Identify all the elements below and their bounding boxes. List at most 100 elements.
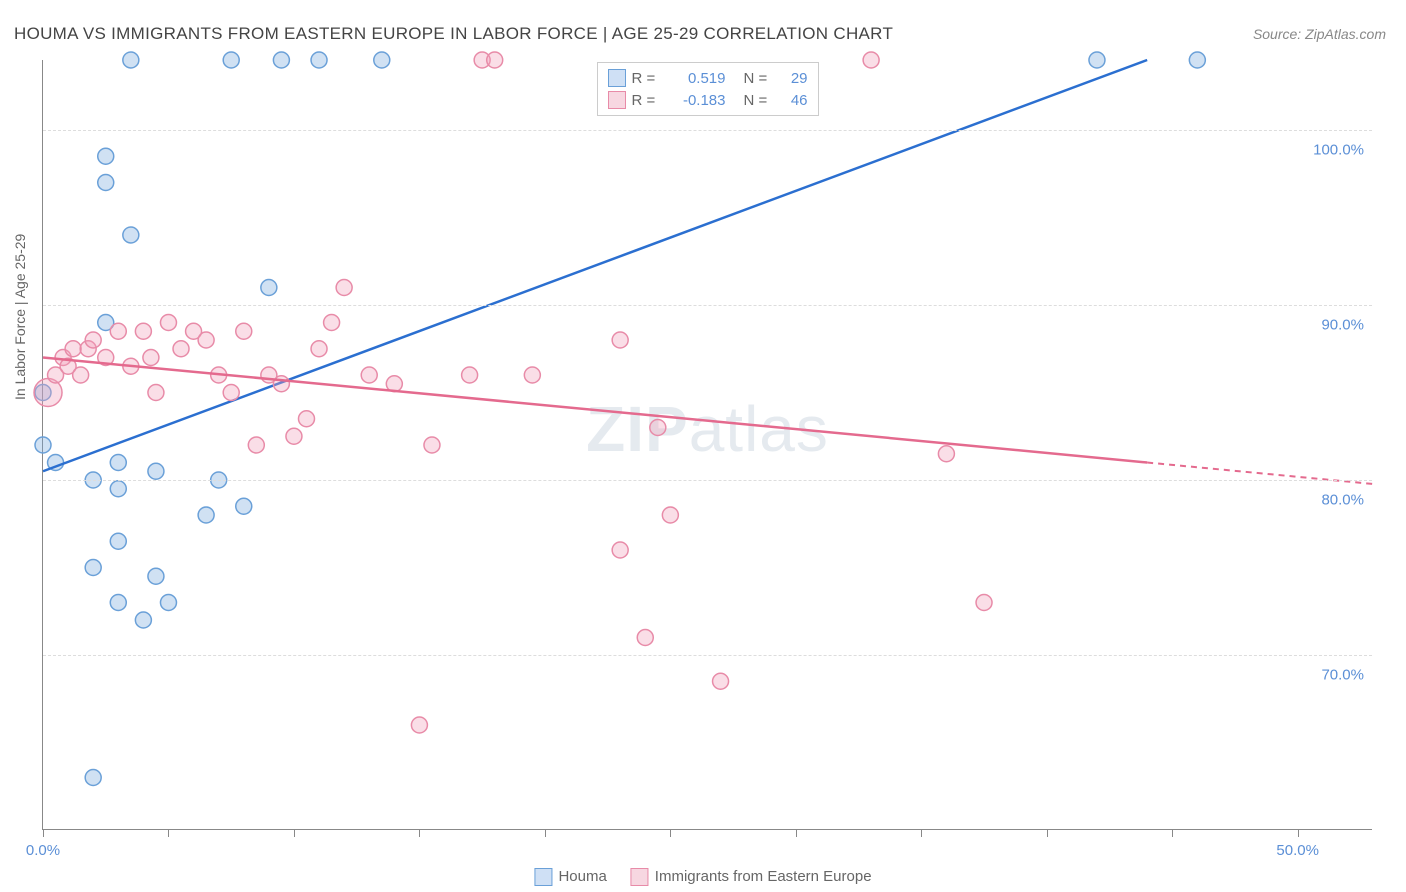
scatter-point — [1189, 52, 1205, 68]
scatter-point — [650, 420, 666, 436]
chart-container: HOUMA VS IMMIGRANTS FROM EASTERN EUROPE … — [0, 0, 1406, 892]
gridline-h — [43, 480, 1372, 481]
scatter-point — [73, 367, 89, 383]
legend-series: Houma Immigrants from Eastern Europe — [534, 868, 871, 886]
scatter-point — [976, 595, 992, 611]
legend-r-value: -0.183 — [666, 92, 726, 109]
scatter-point — [462, 367, 478, 383]
scatter-point — [374, 52, 390, 68]
scatter-point — [148, 385, 164, 401]
scatter-point — [85, 560, 101, 576]
scatter-point — [286, 428, 302, 444]
plot-area: ZIPatlas R =0.519N =29R =-0.183N =46 70.… — [42, 60, 1372, 830]
legend-label: Immigrants from Eastern Europe — [655, 868, 872, 885]
x-tick — [921, 829, 922, 837]
scatter-point — [85, 332, 101, 348]
scatter-point — [236, 498, 252, 514]
legend-swatch — [534, 868, 552, 886]
scatter-point — [98, 148, 114, 164]
y-tick-label: 90.0% — [1321, 317, 1364, 334]
scatter-point — [35, 437, 51, 453]
scatter-point — [612, 542, 628, 558]
x-tick — [168, 829, 169, 837]
y-tick-label: 100.0% — [1313, 142, 1364, 159]
legend-item: Immigrants from Eastern Europe — [631, 868, 872, 886]
x-tick — [419, 829, 420, 837]
x-tick — [294, 829, 295, 837]
scatter-point — [298, 411, 314, 427]
x-tick — [1172, 829, 1173, 837]
scatter-point — [110, 595, 126, 611]
x-tick — [670, 829, 671, 837]
legend-swatch — [608, 91, 626, 109]
scatter-point — [524, 367, 540, 383]
legend-n-value: 29 — [778, 70, 808, 87]
x-tick-label: 0.0% — [26, 842, 60, 859]
legend-swatch — [631, 868, 649, 886]
legend-swatch — [608, 69, 626, 87]
scatter-point — [85, 770, 101, 786]
scatter-point — [637, 630, 653, 646]
scatter-point — [148, 568, 164, 584]
legend-r-value: 0.519 — [666, 70, 726, 87]
y-axis-label: In Labor Force | Age 25-29 — [12, 234, 28, 400]
scatter-point — [273, 52, 289, 68]
scatter-point — [311, 52, 327, 68]
scatter-point — [143, 350, 159, 366]
scatter-point — [65, 341, 81, 357]
scatter-point — [123, 52, 139, 68]
scatter-point — [173, 341, 189, 357]
scatter-point — [336, 280, 352, 296]
scatter-point — [135, 323, 151, 339]
scatter-point — [938, 446, 954, 462]
scatter-point — [273, 376, 289, 392]
scatter-point — [411, 717, 427, 733]
legend-correlation: R = 0.519 N = 29 R = -0.183 N = 46 — [597, 62, 819, 116]
scatter-point — [424, 437, 440, 453]
legend-row: R = -0.183 N = 46 — [608, 89, 808, 111]
x-tick — [43, 829, 44, 837]
scatter-point — [324, 315, 340, 331]
scatter-point — [223, 385, 239, 401]
scatter-point — [110, 533, 126, 549]
scatter-point — [713, 673, 729, 689]
scatter-point — [160, 315, 176, 331]
source-attribution: Source: ZipAtlas.com — [1253, 26, 1386, 42]
scatter-point — [110, 481, 126, 497]
gridline-h — [43, 305, 1372, 306]
legend-item: Houma — [534, 868, 606, 886]
scatter-point — [198, 332, 214, 348]
scatter-point — [110, 455, 126, 471]
x-tick-label: 50.0% — [1276, 842, 1319, 859]
x-tick — [796, 829, 797, 837]
scatter-point — [863, 52, 879, 68]
scatter-point — [1089, 52, 1105, 68]
scatter-point — [261, 280, 277, 296]
gridline-h — [43, 655, 1372, 656]
legend-n-label: N = — [744, 70, 772, 87]
x-tick — [1047, 829, 1048, 837]
chart-title: HOUMA VS IMMIGRANTS FROM EASTERN EUROPE … — [14, 24, 893, 44]
scatter-point — [148, 463, 164, 479]
scatter-point — [487, 52, 503, 68]
legend-n-value: 46 — [778, 92, 808, 109]
y-tick-label: 80.0% — [1321, 492, 1364, 509]
legend-label: Houma — [558, 868, 606, 885]
scatter-point — [223, 52, 239, 68]
scatter-point — [662, 507, 678, 523]
scatter-point — [612, 332, 628, 348]
legend-r-label: R = — [632, 92, 660, 109]
scatter-point — [361, 367, 377, 383]
scatter-point — [135, 612, 151, 628]
scatter-point — [160, 595, 176, 611]
scatter-point — [123, 227, 139, 243]
scatter-point — [198, 507, 214, 523]
gridline-h — [43, 130, 1372, 131]
scatter-point — [311, 341, 327, 357]
scatter-point — [98, 175, 114, 191]
scatter-point — [236, 323, 252, 339]
legend-n-label: N = — [744, 92, 772, 109]
scatter-point — [110, 323, 126, 339]
scatter-point — [248, 437, 264, 453]
x-tick — [545, 829, 546, 837]
